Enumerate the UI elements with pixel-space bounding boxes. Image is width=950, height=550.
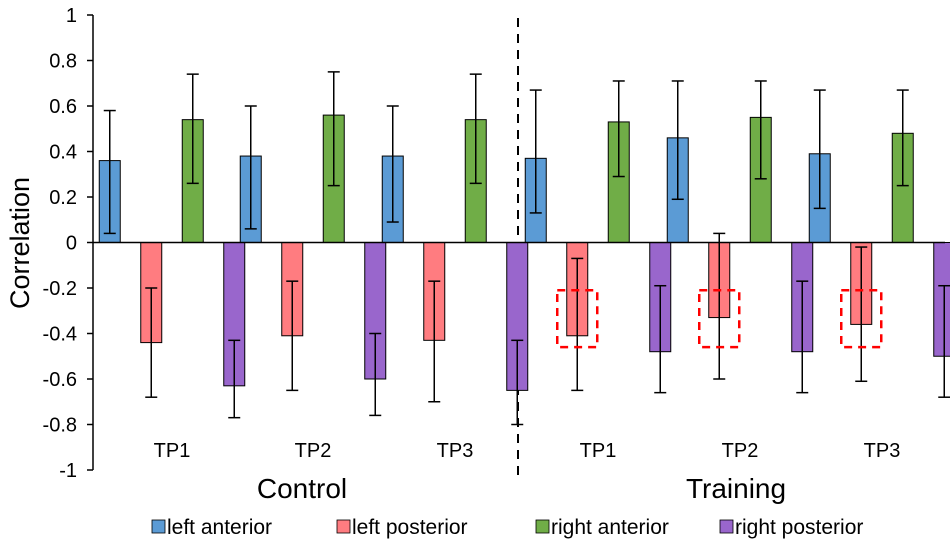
y-tick-label: 0.4: [49, 142, 77, 164]
y-tick-label: 1: [66, 5, 77, 27]
legend-swatch: [336, 519, 351, 534]
y-tick-label: -0.2: [43, 278, 77, 300]
bar-right-posterior: [933, 242, 950, 357]
x-tick-label: TP1: [154, 440, 191, 462]
y-axis-title: Correlation: [5, 177, 35, 309]
legend-swatch: [151, 519, 166, 534]
legend-label: right anterior: [551, 516, 669, 539]
y-tick-label: 0: [66, 233, 77, 255]
group-label: Control: [257, 473, 347, 504]
legend-label: left anterior: [167, 516, 272, 539]
legend-label: right posterior: [735, 516, 863, 539]
y-tick-label: -0.4: [43, 324, 77, 346]
group-label: Training: [686, 473, 786, 504]
legend-swatch: [535, 519, 550, 534]
y-tick-label: -1: [59, 460, 77, 482]
x-tick-label: TP3: [864, 440, 901, 462]
y-tick-label: -0.6: [43, 369, 77, 391]
y-tick-label: 0.8: [49, 51, 77, 73]
y-tick-label: -0.8: [43, 415, 77, 437]
legend-label: left posterior: [352, 516, 468, 539]
highlight-box: [556, 289, 599, 349]
x-tick-label: TP2: [295, 440, 332, 462]
x-tick-label: TP3: [437, 440, 474, 462]
y-tick-label: 0.6: [49, 96, 77, 118]
highlight-box: [698, 289, 741, 349]
y-tick-label: 0.2: [49, 187, 77, 209]
legend-swatch: [719, 519, 734, 534]
highlight-box: [840, 289, 883, 349]
x-tick-label: TP1: [580, 440, 617, 462]
x-tick-label: TP2: [722, 440, 759, 462]
